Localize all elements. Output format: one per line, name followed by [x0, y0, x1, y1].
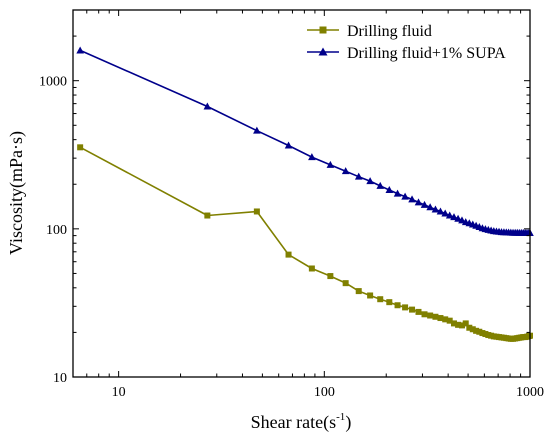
data-point-drilling-fluid [432, 313, 439, 320]
data-point-drilling-fluid [446, 317, 453, 324]
data-point-drilling-fluid-supa [385, 185, 394, 193]
data-point-drilling-fluid [442, 316, 449, 323]
data-point-drilling-fluid-supa [393, 189, 402, 197]
data-point-drilling-fluid-supa [454, 214, 462, 222]
data-point-drilling-fluid-supa [253, 126, 261, 134]
data-point-drilling-fluid [462, 320, 469, 327]
data-point-drilling-fluid-supa [341, 167, 350, 175]
data-point-drilling-fluid [77, 144, 84, 151]
data-point-drilling-fluid-supa [326, 160, 335, 168]
data-point-drilling-fluid-supa [414, 198, 423, 206]
data-point-drilling-fluid [367, 292, 374, 299]
x-tick-label: 10 [112, 385, 126, 400]
x-tick-label: 1000 [516, 385, 544, 400]
data-point-drilling-fluid-supa [431, 205, 440, 213]
x-axis-label: Shear rate(s-1) [251, 411, 352, 433]
y-axis-label: Viscosity(mPa·s) [6, 131, 27, 255]
data-point-drilling-fluid-supa [284, 141, 293, 149]
plot-area [76, 46, 534, 342]
data-point-drilling-fluid-supa [376, 181, 385, 189]
data-point-drilling-fluid [455, 321, 462, 328]
data-point-drilling-fluid-supa [450, 213, 458, 221]
data-point-drilling-fluid [469, 326, 476, 333]
data-point-drilling-fluid [355, 288, 362, 295]
data-point-drilling-fluid [342, 280, 349, 287]
data-point-drilling-fluid-supa [420, 200, 429, 208]
data-point-drilling-fluid [285, 251, 292, 258]
data-point-drilling-fluid [421, 311, 428, 318]
x-axis-label-main: Shear rate(s [251, 412, 336, 433]
legend-marker-drilling-fluid [319, 26, 327, 34]
data-point-drilling-fluid [458, 322, 465, 329]
data-point-drilling-fluid-supa [408, 195, 416, 203]
data-point-drilling-fluid [253, 208, 260, 215]
data-point-drilling-fluid [308, 265, 315, 272]
data-point-drilling-fluid-supa [426, 203, 434, 211]
legend: Drilling fluid Drilling fluid+1% SUPA [307, 23, 506, 62]
y-tick-label: 1000 [39, 75, 67, 90]
data-point-drilling-fluid [437, 315, 444, 322]
data-point-drilling-fluid-supa [366, 177, 374, 185]
data-point-drilling-fluid-supa [354, 172, 363, 180]
data-point-drilling-fluid [402, 304, 409, 311]
y-tick-label: 100 [46, 223, 67, 238]
data-point-drilling-fluid-supa [76, 46, 84, 54]
plot-frame [72, 9, 531, 378]
data-point-drilling-fluid [466, 324, 473, 331]
data-point-drilling-fluid [386, 299, 393, 306]
data-point-drilling-fluid [377, 296, 384, 303]
data-point-drilling-fluid-supa [441, 209, 449, 217]
data-point-drilling-fluid [473, 327, 480, 334]
x-axis-label-close: ) [345, 412, 351, 433]
data-point-drilling-fluid-supa [436, 207, 445, 215]
legend-label-supa: Drilling fluid+1% SUPA [347, 45, 506, 62]
series-line-drilling-fluid-supa [79, 49, 530, 234]
axes: 10 100 1000 10 100 1000 [39, 9, 544, 400]
x-axis-label-exponent: -1 [336, 411, 345, 423]
data-point-drilling-fluid [394, 302, 401, 309]
data-point-drilling-fluid [327, 273, 334, 280]
legend-label-drilling-fluid: Drilling fluid [347, 23, 432, 40]
data-point-drilling-fluid-supa [203, 102, 212, 110]
data-point-drilling-fluid [204, 212, 211, 219]
legend-marker-supa [318, 47, 328, 56]
x-tick-label: 100 [314, 385, 335, 400]
data-point-drilling-fluid-supa [445, 211, 454, 219]
data-point-drilling-fluid [476, 328, 483, 335]
data-point-drilling-fluid [427, 312, 434, 319]
series-line-drilling-fluid [79, 146, 531, 340]
data-point-drilling-fluid [415, 308, 422, 315]
y-tick-label: 10 [53, 371, 67, 386]
data-point-drilling-fluid-supa [401, 192, 409, 200]
data-point-drilling-fluid [409, 306, 416, 313]
data-point-drilling-fluid-supa [308, 153, 316, 161]
data-point-drilling-fluid [450, 320, 457, 327]
